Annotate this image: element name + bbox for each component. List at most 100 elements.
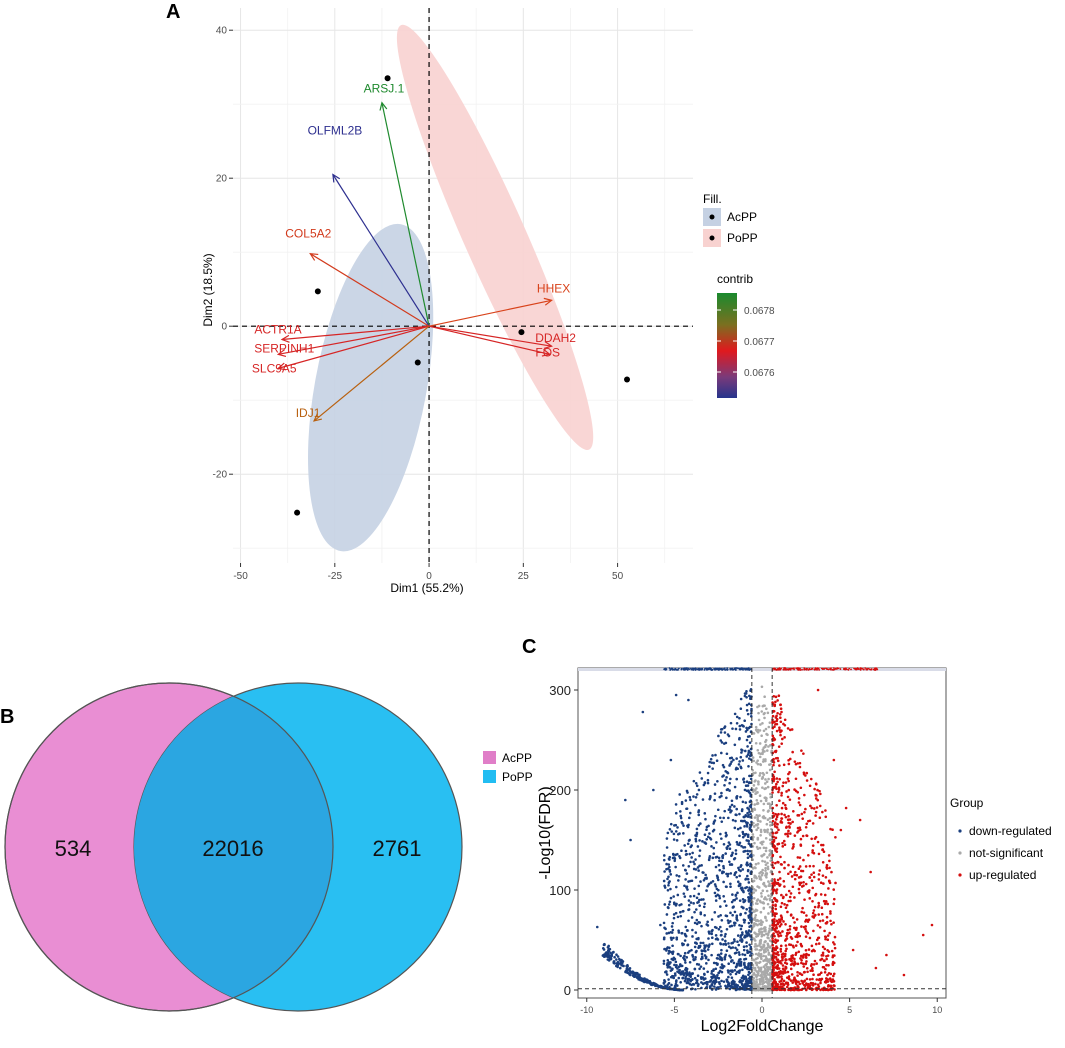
volcano-point-up	[815, 806, 819, 809]
volcano-point-down	[662, 962, 666, 965]
volcano-point-ns	[765, 780, 769, 784]
volcano-point-down	[693, 945, 697, 949]
volcano-point-up	[786, 727, 790, 730]
volcano-point-down	[747, 881, 751, 884]
volcano-point-ns	[759, 952, 763, 956]
volcano-point-down	[690, 844, 694, 847]
volcano-point-down	[740, 667, 743, 669]
volcano-point-up	[811, 915, 814, 918]
volcano-point-down	[750, 938, 753, 941]
pca-x-tick-label: 50	[612, 571, 624, 582]
volcano-point-down	[737, 960, 741, 963]
volcano-point-ns	[762, 954, 765, 958]
volcano-point-ns	[759, 799, 763, 803]
volcano-point-down	[692, 795, 695, 798]
volcano-point-up	[812, 948, 815, 952]
volcano-point-up	[780, 794, 783, 797]
volcano-point-ns	[763, 940, 766, 944]
volcano-point-up	[771, 987, 775, 991]
volcano-point-down	[714, 885, 718, 888]
volcano-point-up	[824, 937, 827, 941]
volcano-point-ns	[768, 721, 772, 724]
volcano-point-down	[680, 849, 683, 853]
volcano-point-up	[816, 798, 820, 802]
volcano-point-down	[643, 979, 647, 982]
volcano-point-down	[659, 923, 662, 927]
volcano-point-up	[827, 963, 830, 967]
volcano-point-up	[820, 906, 824, 910]
volcano-point-down	[698, 944, 702, 948]
volcano-point-down	[733, 984, 736, 987]
volcano-point-down	[744, 801, 748, 804]
venn-intersection	[134, 683, 333, 1011]
volcano-point-down	[749, 812, 752, 816]
volcano-point-down	[708, 765, 711, 768]
volcano-point-down	[688, 974, 691, 977]
volcano-point-ns	[756, 822, 760, 826]
volcano-point-down	[723, 667, 726, 670]
volcano-point-up	[812, 864, 815, 868]
volcano-point-up	[785, 903, 789, 907]
volcano-point-up	[793, 921, 796, 924]
volcano-point-down	[744, 877, 748, 881]
volcano-point-down	[747, 895, 750, 899]
volcano-point-down	[667, 981, 671, 985]
volcano-point-ns	[752, 854, 755, 857]
volcano-point-down	[628, 973, 632, 977]
volcano-point-down	[736, 919, 739, 922]
panel-label-b: B	[0, 706, 14, 728]
volcano-point-up	[804, 955, 808, 959]
volcano-point-ns	[768, 853, 771, 857]
volcano-point-down	[725, 978, 729, 982]
pca-zero-lines	[233, 8, 693, 563]
volcano-point-down	[749, 967, 752, 971]
volcano-point-down	[717, 863, 721, 867]
volcano-point-up	[828, 866, 831, 870]
volcano-point-down	[635, 976, 639, 979]
volcano-point-down	[694, 803, 697, 807]
volcano-point-ns	[764, 836, 768, 840]
volcano-point-down	[684, 925, 688, 929]
volcano-point-up	[796, 940, 799, 944]
volcano-point-down	[727, 734, 731, 738]
volcano-point-ns	[768, 924, 772, 928]
pca-fill-legend: Fill. AcPP PoPP	[703, 192, 758, 247]
volcano-point-down	[740, 976, 744, 980]
volcano-point-ns	[769, 870, 773, 874]
venn-legend-label-acpp: AcPP	[502, 751, 532, 765]
volcano-point-ns	[754, 862, 758, 866]
volcano-point-down	[739, 927, 743, 931]
volcano-point-down	[734, 819, 737, 823]
volcano-point-down	[713, 798, 716, 802]
volcano-point-up	[800, 812, 804, 816]
volcano-point-down	[685, 971, 688, 974]
volcano-point-ns	[763, 711, 766, 715]
volcano-point-up	[821, 945, 825, 949]
volcano-point-up	[779, 733, 782, 737]
volcano-point-down	[738, 874, 741, 878]
volcano-point-up	[827, 950, 831, 953]
volcano-point-down	[629, 971, 632, 974]
volcano-point-down	[733, 939, 736, 943]
volcano-point-down	[741, 953, 744, 956]
volcano-point-down	[728, 847, 732, 851]
volcano-point-ns	[768, 838, 772, 841]
volcano-point-down	[713, 985, 716, 988]
pca-arrowhead-hhex	[543, 297, 553, 306]
volcano-point-up	[874, 966, 878, 970]
volcano-point-down	[728, 781, 731, 785]
volcano-point-down	[706, 920, 709, 924]
volcano-point-up	[777, 694, 781, 698]
volcano-point-up	[832, 758, 836, 762]
volcano-point-down	[712, 961, 716, 965]
volcano-point-ns	[767, 983, 770, 987]
volcano-point-ns	[759, 910, 763, 914]
volcano-point-up	[791, 954, 795, 957]
volcano-point-ns	[758, 932, 761, 936]
volcano-point-down	[720, 751, 723, 755]
volcano-point-down	[707, 937, 710, 940]
volcano-point-down	[681, 909, 685, 913]
volcano-point-down	[674, 911, 678, 915]
volcano-point-down	[722, 943, 725, 946]
volcano-point-ns	[752, 986, 755, 989]
